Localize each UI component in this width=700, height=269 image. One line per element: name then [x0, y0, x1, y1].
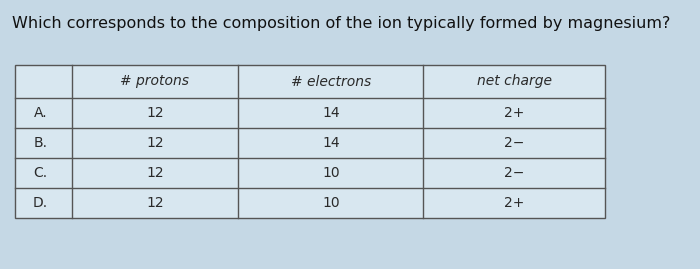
- Text: D.: D.: [33, 196, 48, 210]
- Text: 14: 14: [322, 106, 340, 120]
- Text: B.: B.: [34, 136, 48, 150]
- Bar: [15, 65, 605, 218]
- Text: # protons: # protons: [120, 75, 190, 89]
- Bar: [15, 65, 605, 218]
- Text: # electrons: # electrons: [290, 75, 371, 89]
- Text: 12: 12: [146, 106, 164, 120]
- Text: 10: 10: [322, 166, 340, 180]
- Text: C.: C.: [34, 166, 48, 180]
- Text: 12: 12: [146, 196, 164, 210]
- Text: 2+: 2+: [504, 196, 524, 210]
- Text: 2+: 2+: [504, 106, 524, 120]
- Text: net charge: net charge: [477, 75, 552, 89]
- Text: 10: 10: [322, 196, 340, 210]
- Text: 2−: 2−: [504, 136, 524, 150]
- Text: 12: 12: [146, 136, 164, 150]
- Text: A.: A.: [34, 106, 48, 120]
- Text: 14: 14: [322, 136, 340, 150]
- Text: 12: 12: [146, 166, 164, 180]
- Text: 2−: 2−: [504, 166, 524, 180]
- Text: Which corresponds to the composition of the ion typically formed by magnesium?: Which corresponds to the composition of …: [12, 16, 671, 31]
